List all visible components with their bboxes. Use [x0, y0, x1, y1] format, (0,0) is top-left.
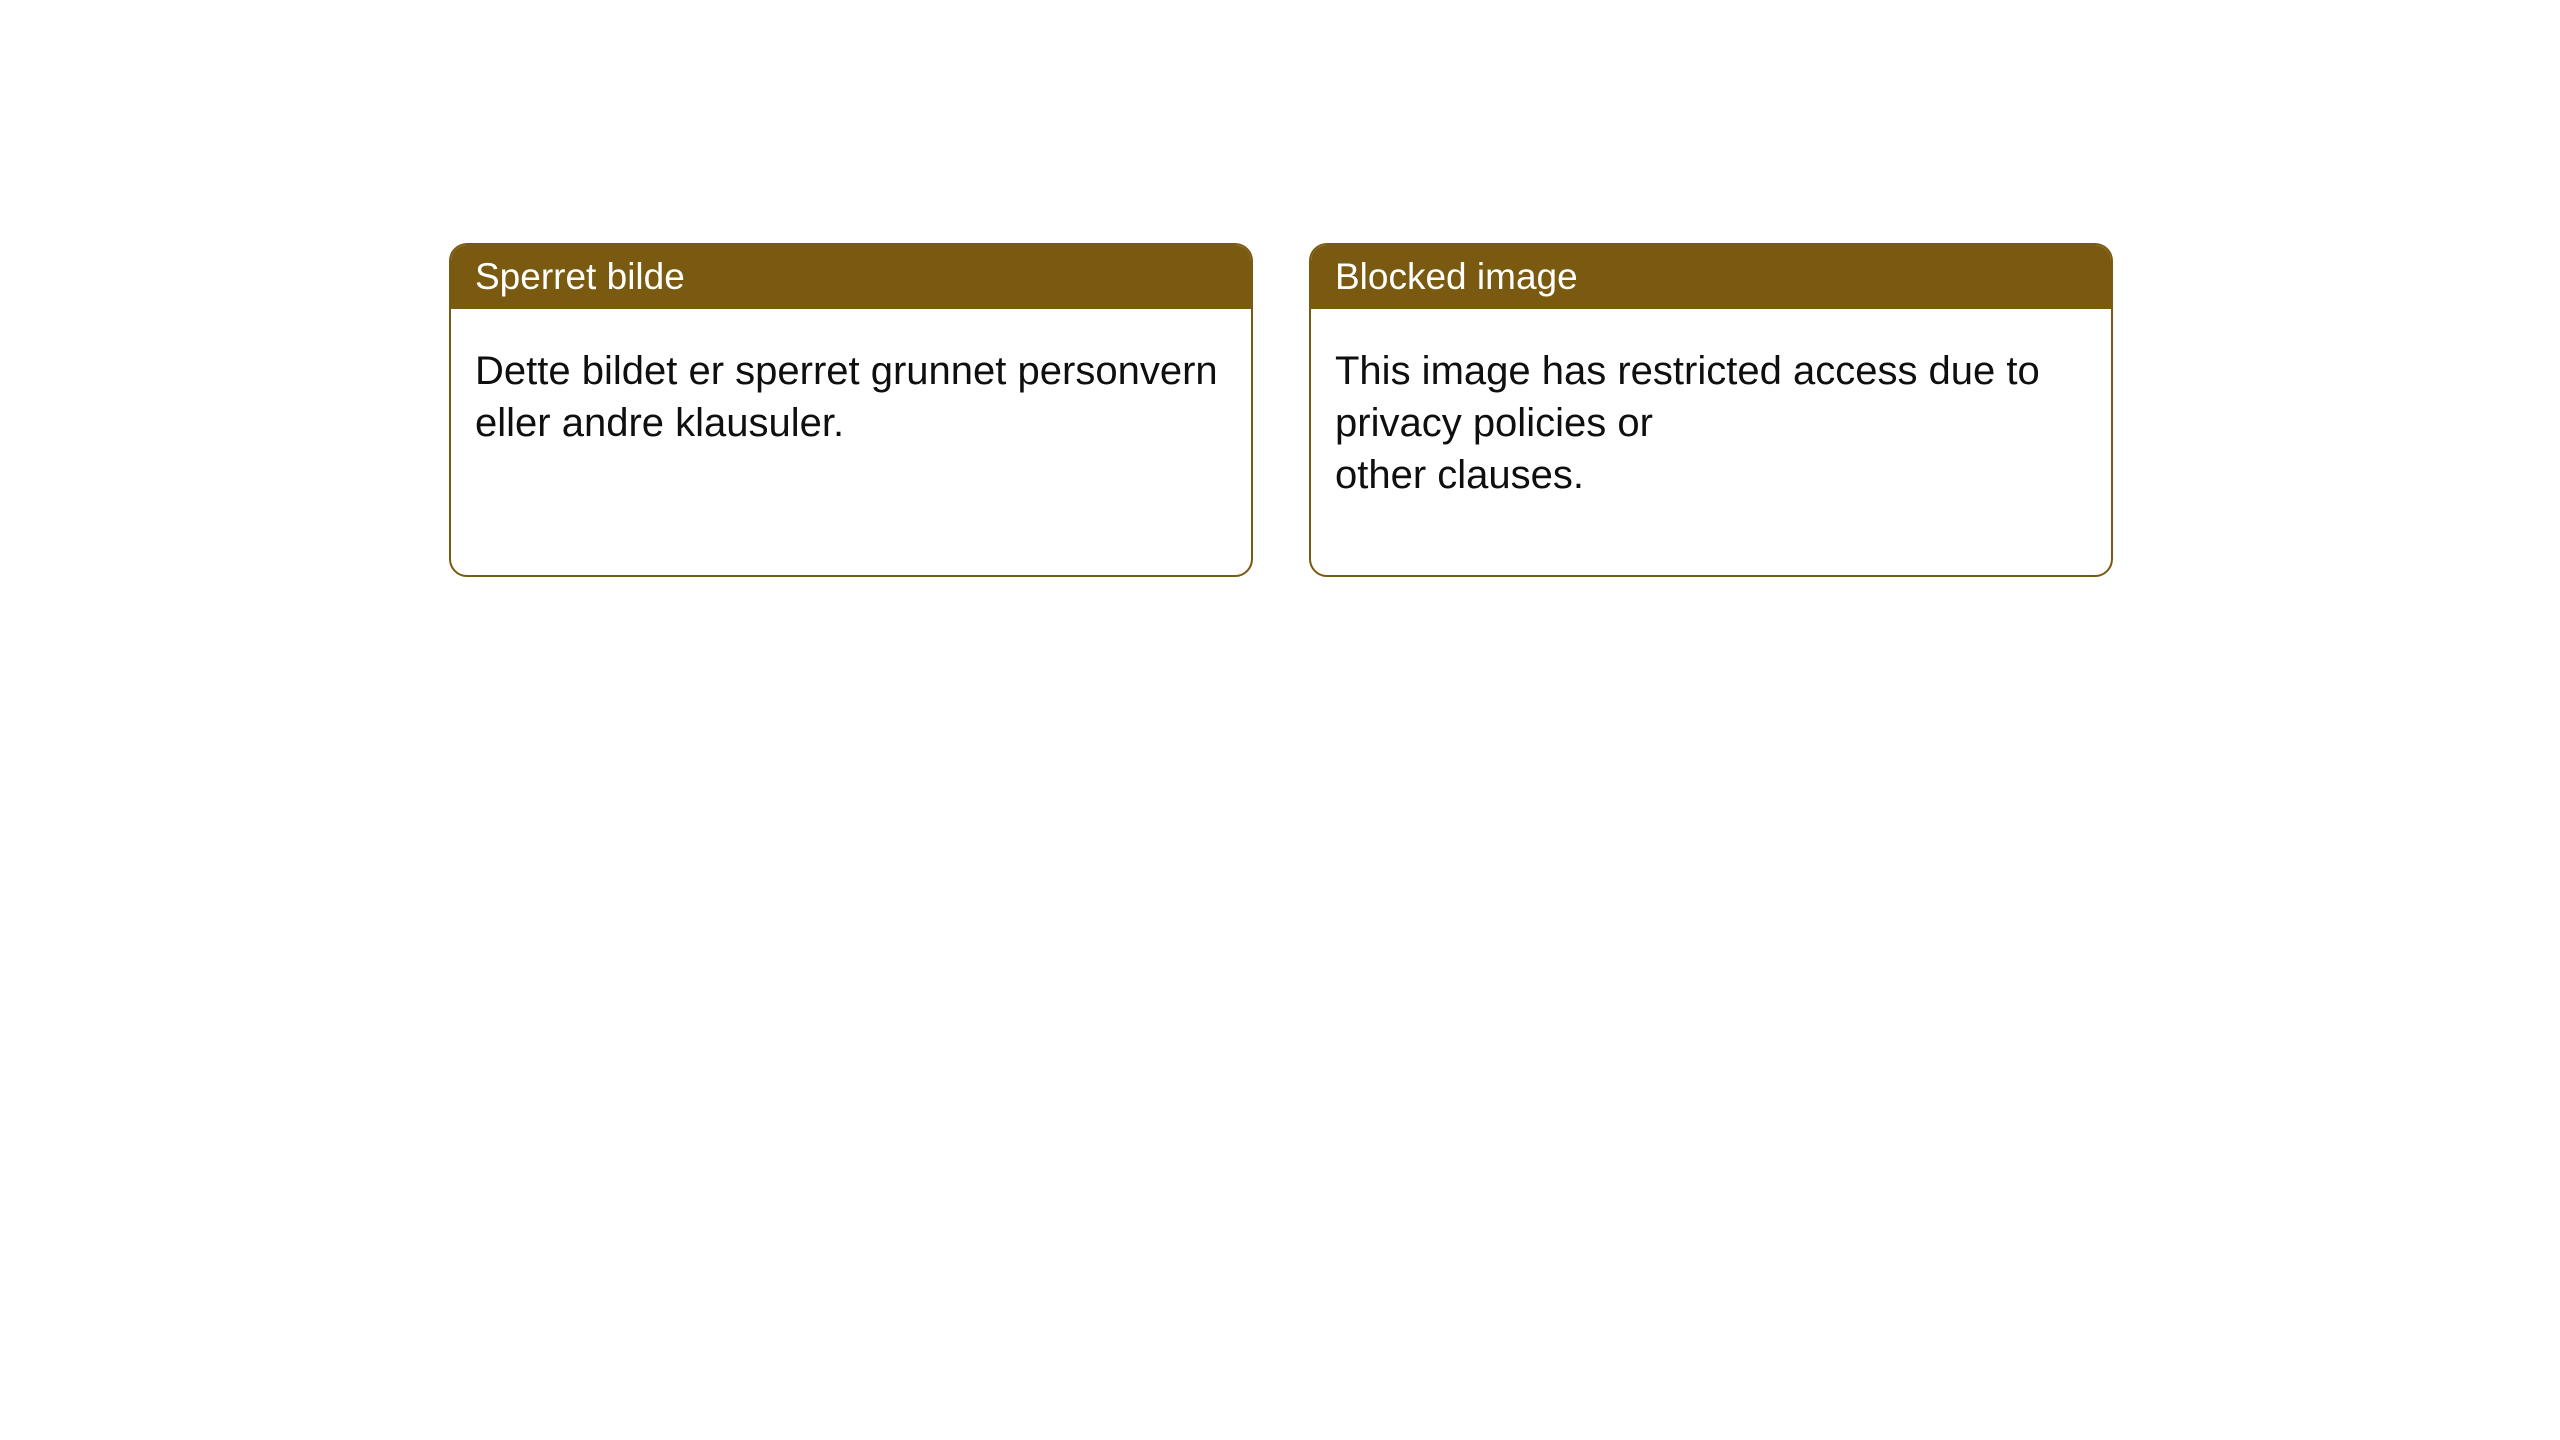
card-header: Sperret bilde: [451, 245, 1251, 309]
card-header: Blocked image: [1311, 245, 2111, 309]
card-body: This image has restricted access due to …: [1311, 309, 2111, 537]
notice-card-english: Blocked image This image has restricted …: [1309, 243, 2113, 577]
card-body: Dette bildet er sperret grunnet personve…: [451, 309, 1251, 485]
notice-card-norwegian: Sperret bilde Dette bildet er sperret gr…: [449, 243, 1253, 577]
notice-container: Sperret bilde Dette bildet er sperret gr…: [0, 0, 2560, 577]
